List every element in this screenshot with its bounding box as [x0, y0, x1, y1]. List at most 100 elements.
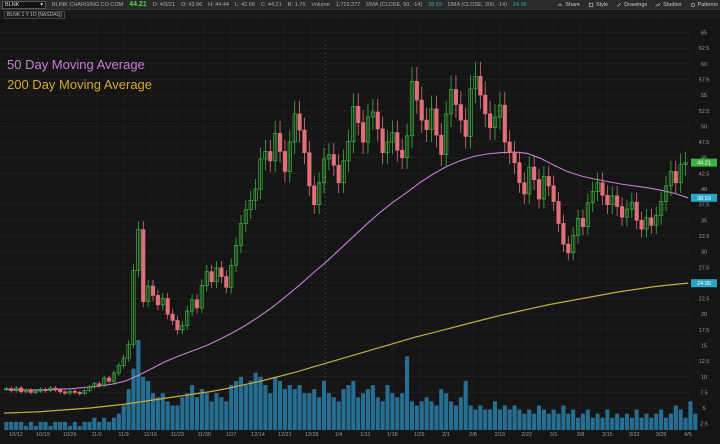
candle-body: [678, 164, 683, 184]
volume-bar: [43, 421, 48, 430]
chart-subbar: BLNK 1 Y 1D [NASDAQ]: [0, 11, 720, 19]
volume-bar: [326, 393, 331, 430]
candle-body: [312, 185, 317, 206]
candle-body: [92, 383, 97, 388]
candle-body: [331, 154, 336, 166]
volume-bar: [238, 376, 244, 430]
x-tick-label: 1/4: [335, 432, 343, 438]
candle-body: [282, 151, 287, 172]
price-chart[interactable]: 2.557.51012.51517.52022.52527.53032.5353…: [0, 20, 720, 444]
candle-body: [277, 132, 283, 152]
volume-bar: [307, 393, 312, 430]
candle-body: [502, 104, 507, 143]
candle-body: [649, 217, 654, 226]
candle-body: [336, 164, 341, 184]
volume-bar: [361, 393, 366, 430]
chart-title[interactable]: BLNK 1 Y 1D [NASDAQ]: [4, 11, 65, 19]
candle-body: [268, 151, 273, 162]
y-tick-label: 10: [701, 375, 707, 381]
studies-button[interactable]: Studies: [655, 2, 682, 8]
volume-bar: [160, 393, 165, 430]
drawings-label: Drawings: [624, 2, 648, 8]
volume-bar: [317, 397, 322, 430]
volume-bar: [82, 421, 87, 430]
candle-body: [497, 104, 502, 118]
chart-area[interactable]: 2.557.51012.51517.52022.52527.53032.5353…: [0, 20, 720, 444]
volume-bar: [571, 409, 576, 430]
candle-body: [517, 162, 522, 184]
volume-bar: [97, 421, 102, 430]
y-tick-label: 12.5: [699, 359, 710, 365]
last-price: 44.21: [129, 1, 147, 8]
x-tick-label: 1/18: [387, 432, 398, 438]
volume-bar: [224, 401, 229, 430]
drawings-button[interactable]: Drawings: [616, 2, 647, 8]
candle-body: [214, 267, 219, 282]
ma50-price-tag: 38.59: [697, 196, 711, 202]
style-icon: [588, 2, 594, 8]
x-tick-label: 1/11: [360, 432, 370, 438]
candle-body: [273, 132, 278, 162]
volume-bar: [341, 389, 346, 430]
candle-body: [673, 171, 678, 184]
volume-bar: [209, 401, 214, 430]
x-tick-label: 10/19: [36, 432, 50, 438]
candle-body: [185, 310, 190, 326]
candle-body: [370, 111, 375, 118]
volume-bar: [561, 405, 566, 430]
volume-bar: [483, 409, 488, 430]
candle-body: [321, 158, 327, 184]
candle-body: [532, 166, 537, 180]
volume-bar: [28, 421, 33, 430]
candle-body: [419, 99, 424, 121]
ma200-legend: 200 Day Moving Average: [7, 77, 153, 92]
volume-bar: [48, 425, 53, 430]
candle-body: [600, 182, 605, 196]
candle-body: [248, 199, 253, 211]
volume-bar: [556, 413, 561, 430]
volume-bar: [419, 401, 424, 430]
bar-date: D: 4/9/21: [152, 1, 176, 8]
volume-bar: [385, 385, 390, 430]
x-tick-label: 2/8: [469, 432, 477, 438]
volume-bar: [405, 356, 410, 430]
candle-body: [409, 80, 415, 137]
volume-bar: [673, 405, 678, 430]
volume-bar: [654, 413, 659, 430]
dma50-value: 38.59: [428, 1, 442, 8]
share-label: Share: [565, 2, 580, 8]
volume-bar: [175, 405, 180, 430]
volume-bar: [287, 385, 292, 430]
ma50-legend: 50 Day Moving Average: [7, 57, 145, 72]
candle-body: [429, 108, 434, 130]
volume-bar: [619, 417, 625, 430]
volume-bar: [126, 389, 131, 430]
y-tick-label: 32.5: [699, 234, 710, 240]
x-tick-label: 4/5: [684, 432, 692, 438]
candle-body: [536, 179, 542, 200]
symbol-input[interactable]: BLNK ▾: [2, 0, 46, 9]
candle-body: [253, 188, 258, 201]
candle-body: [155, 295, 160, 306]
candle-body: [439, 134, 444, 155]
studies-label: Studies: [663, 2, 682, 8]
patterns-button[interactable]: Patterns: [690, 2, 718, 8]
candle-body: [33, 390, 38, 393]
volume-label: Volume: [311, 1, 330, 8]
candle-body: [590, 191, 595, 204]
volume-bar: [615, 413, 620, 430]
chevron-down-icon: ▾: [40, 1, 43, 8]
x-tick-label: 3/1: [550, 432, 558, 438]
candle-body: [668, 171, 673, 187]
volume-bar: [624, 413, 629, 430]
candle-body: [165, 298, 170, 315]
volume-bar: [683, 417, 688, 430]
volume-bar: [258, 376, 263, 430]
style-button[interactable]: Style: [588, 2, 608, 8]
volume-bar: [9, 421, 14, 430]
y-tick-label: 30: [701, 250, 707, 256]
candle-body: [102, 377, 107, 386]
candle-body: [448, 89, 454, 115]
volume-bar: [488, 409, 493, 430]
share-button[interactable]: Share: [557, 2, 580, 8]
